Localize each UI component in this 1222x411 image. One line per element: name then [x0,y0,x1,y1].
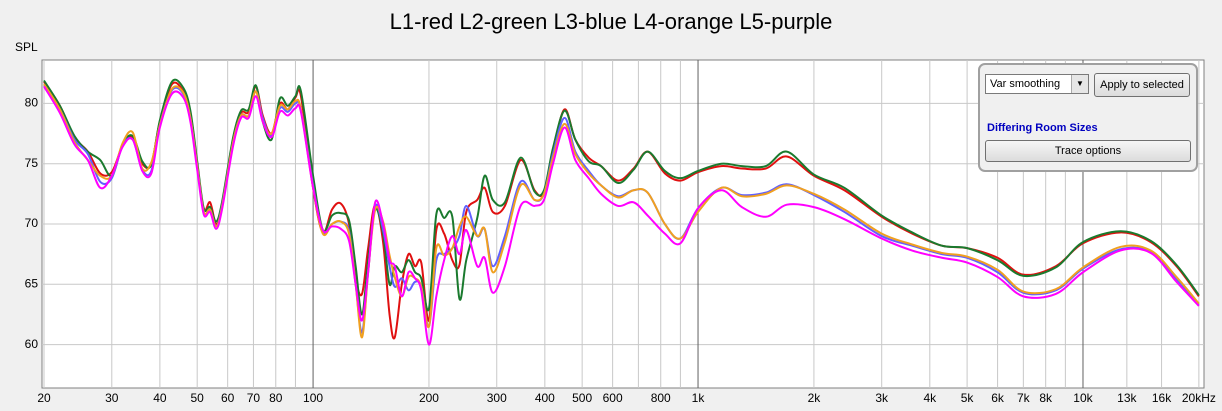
x-tick-label: 200 [419,391,439,405]
x-tick-label: 600 [603,391,623,405]
smoothing-value: Var smoothing [990,78,1061,90]
x-tick-label: 300 [487,391,507,405]
y-tick-label: 65 [25,276,39,290]
x-tick-label: 40 [153,391,167,405]
x-tick-label: 13k [1117,391,1137,405]
x-tick-label: 20kHz [1182,391,1216,405]
y-tick-label: 70 [25,216,39,230]
x-tick-label: 80 [269,391,283,405]
info-text: Differing Room Sizes [987,122,1098,134]
y-axis-label: SPL [15,40,38,54]
trace-options-button[interactable]: Trace options [985,140,1191,162]
y-tick-label: 60 [25,337,39,351]
dropdown-arrow[interactable]: ▼ [1071,75,1088,93]
x-tick-label: 4k [923,391,937,405]
x-tick-label: 10k [1073,391,1093,405]
series-line [43,86,1200,346]
chart-title: L1-red L2-green L3-blue L4-orange L5-pur… [390,9,833,34]
control-panel: Var smoothing ▼ Apply to selected Differi… [978,63,1198,172]
y-tick-label: 75 [25,156,39,170]
x-tick-label: 70 [247,391,261,405]
x-tick-label: 100 [303,391,323,405]
x-tick-label: 1k [692,391,706,405]
grid [42,60,1204,388]
x-tick-label: 5k [961,391,975,405]
x-tick-label: 400 [535,391,555,405]
y-tick-label: 80 [25,96,39,110]
x-tick-label: 7k [1017,391,1031,405]
x-tick-label: 3k [875,391,889,405]
smoothing-select[interactable]: Var smoothing ▼ [985,74,1089,94]
x-tick-label: 20 [37,391,51,405]
x-tick-label: 16k [1152,391,1172,405]
apply-button[interactable]: Apply to selected [1094,73,1190,97]
x-tick-label: 30 [105,391,119,405]
x-tick-label: 50 [191,391,205,405]
x-tick-label: 2k [808,391,822,405]
x-tick-label: 8k [1039,391,1053,405]
x-tick-label: 500 [572,391,592,405]
x-tick-label: 60 [221,391,235,405]
x-tick-label: 800 [651,391,671,405]
x-tick-label: 6k [991,391,1005,405]
